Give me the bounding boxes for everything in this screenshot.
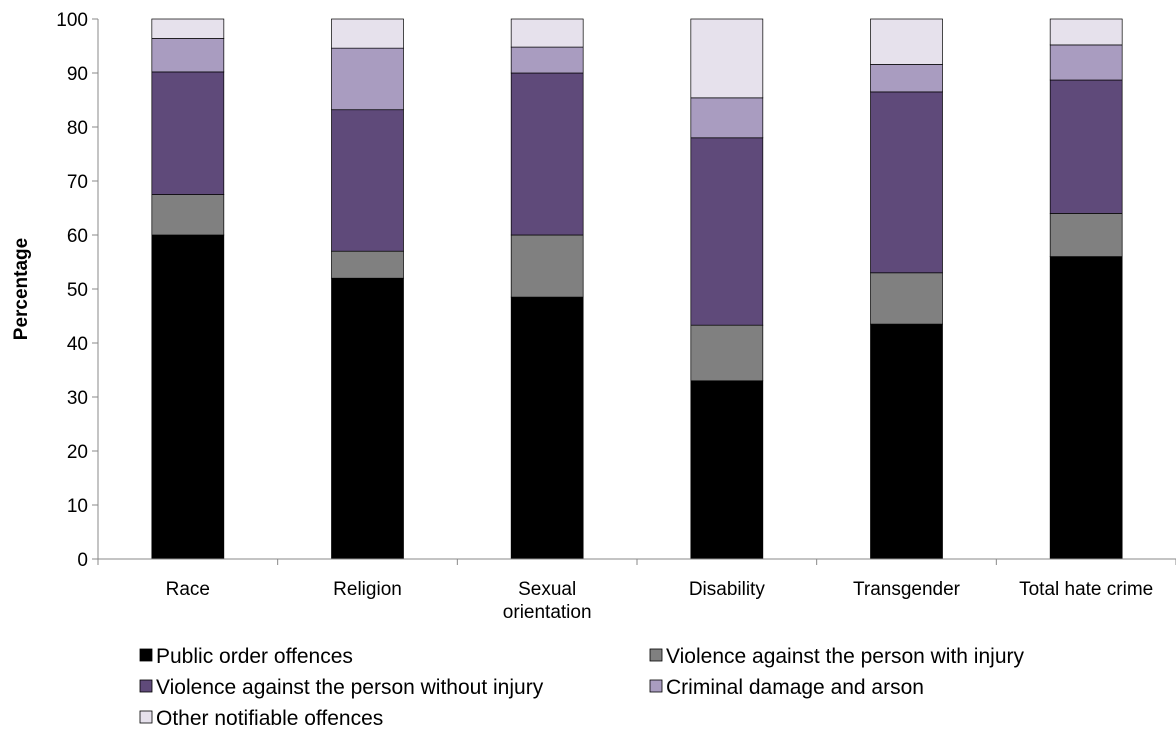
bar-segment — [510, 72, 584, 236]
bar-segment — [690, 380, 764, 560]
bar-segment — [870, 64, 943, 93]
y-tick-label: 20 — [67, 442, 88, 463]
bar-segment — [151, 71, 225, 195]
y-tick-label: 10 — [67, 496, 88, 517]
bar-segment — [870, 272, 943, 325]
y-tick-label: 70 — [67, 172, 88, 193]
bars — [151, 18, 1123, 560]
x-tick-label: Disability — [689, 579, 766, 600]
bar-segment — [690, 137, 764, 326]
y-tick-label: 50 — [67, 280, 88, 301]
y-tick-label: 80 — [67, 118, 88, 139]
legend-swatch — [649, 679, 663, 693]
y-tick-label: 40 — [67, 334, 88, 355]
bar-segment — [151, 18, 225, 39]
x-axis: Race Religion Sexual orientation Disability T… — [97, 558, 1176, 623]
bar-segment — [1049, 256, 1123, 560]
x-tick-label: Total hate crime — [1019, 579, 1153, 600]
y-axis-label: Percentage — [11, 238, 32, 340]
legend: Public order offences Violence against th… — [139, 645, 1024, 730]
bar-segment — [1049, 79, 1123, 214]
bar-segment — [690, 97, 764, 139]
legend-label: Criminal damage and arson — [666, 676, 924, 699]
bar-segment — [510, 234, 584, 298]
y-tick-label: 0 — [77, 550, 88, 571]
legend-label: Violence against the person with injury — [666, 645, 1024, 668]
bar-segment — [870, 323, 943, 560]
legend-label: Other notifiable offences — [156, 707, 383, 730]
bar-segment — [870, 18, 943, 65]
bar-segment — [151, 234, 225, 560]
y-tick-label: 90 — [67, 64, 88, 85]
x-tick-label: Religion — [333, 579, 402, 600]
bar-segment — [331, 47, 404, 111]
bar-segment — [331, 250, 404, 279]
y-tick-label: 60 — [67, 226, 88, 247]
bar-segment — [1049, 44, 1123, 81]
legend-swatch — [139, 648, 153, 662]
x-tick-label: Sexual orientation — [503, 579, 592, 623]
bar-segment — [870, 91, 943, 274]
bar-segment — [331, 109, 404, 252]
bar-segment — [1049, 18, 1123, 46]
legend-swatch — [139, 710, 153, 724]
bar-segment — [151, 38, 225, 73]
bar-segment — [1049, 213, 1123, 257]
legend-swatch — [649, 648, 663, 662]
bar-segment — [510, 46, 584, 74]
bar-segment — [331, 277, 404, 560]
bar-segment — [151, 194, 225, 236]
bar-segment — [510, 296, 584, 560]
legend-label: Violence against the person without inju… — [156, 676, 544, 699]
y-tick-label: 30 — [67, 388, 88, 409]
x-tick-label: Race — [166, 579, 210, 600]
legend-swatch — [139, 679, 153, 693]
bar-segment — [331, 18, 404, 49]
bar-segment — [510, 18, 584, 48]
bar-segment — [690, 18, 764, 99]
x-tick-label: Transgender — [853, 579, 961, 600]
legend-label: Public order offences — [156, 645, 353, 668]
y-tick-label: 100 — [56, 10, 88, 31]
y-axis: 0 10 20 30 40 50 60 70 80 90 100 — [56, 10, 99, 571]
bar-segment — [690, 324, 764, 382]
